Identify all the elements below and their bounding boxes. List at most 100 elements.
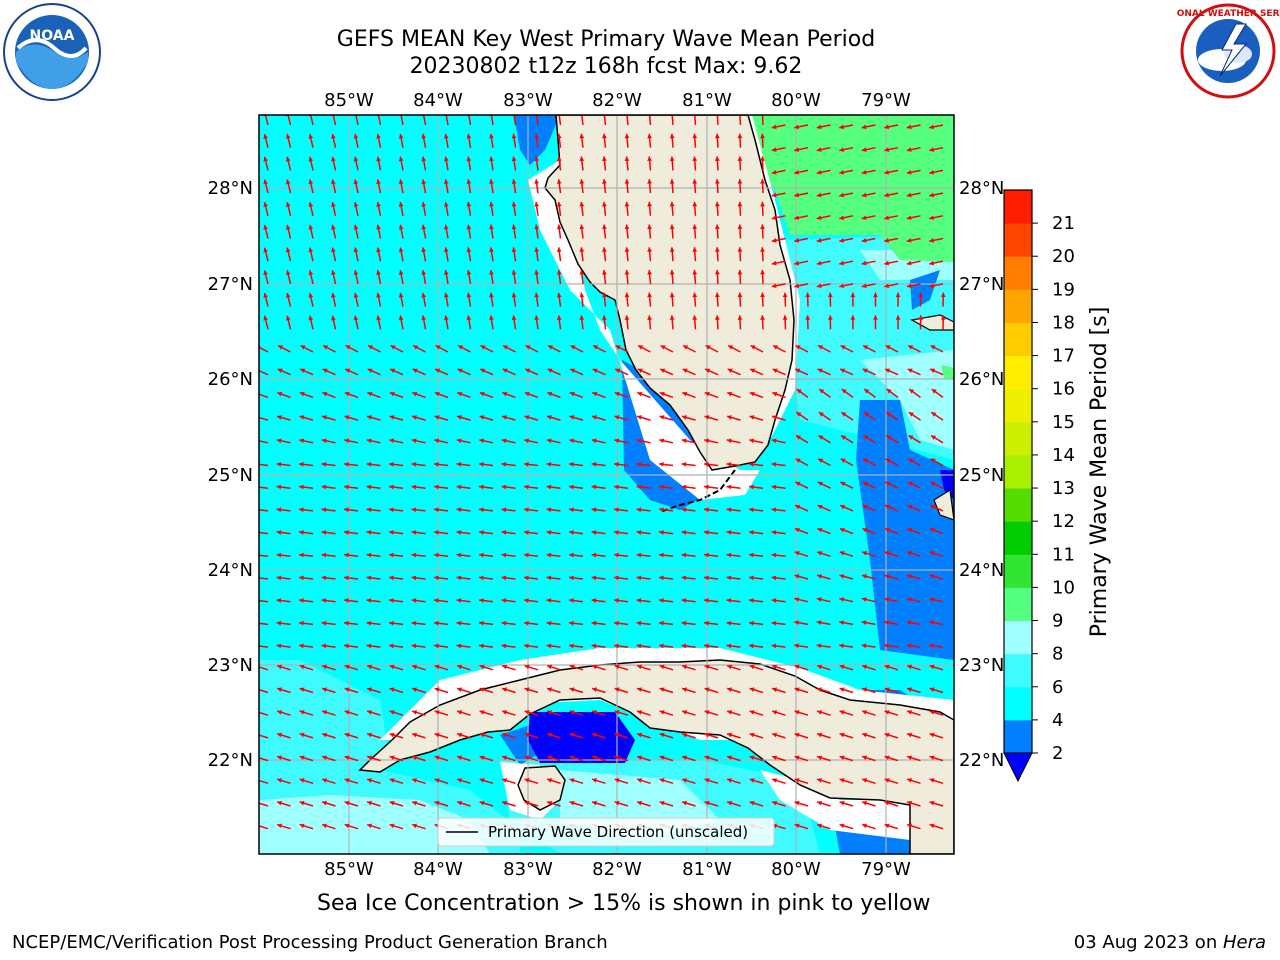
direction-arrow-head: [660, 368, 666, 374]
direction-arrow-head: [839, 755, 845, 761]
colorbar-tick-label: 20: [1052, 246, 1075, 267]
direction-arrow-head: [728, 345, 734, 350]
direction-arrow-head: [659, 461, 664, 467]
direction-arrow-head: [321, 575, 327, 581]
direction-arrow-head: [456, 530, 462, 535]
direction-arrow-head: [502, 391, 508, 397]
direction-arrow-shaft: [259, 779, 269, 785]
direction-arrow-head: [299, 643, 304, 649]
direction-arrow-head: [692, 247, 698, 252]
direction-arrow-head: [884, 124, 890, 130]
direction-arrow-head: [479, 598, 484, 603]
direction-arrow-head: [489, 156, 494, 162]
direction-arrow-head: [569, 620, 574, 626]
direction-arrow-head: [929, 574, 935, 579]
colorbar-tick-label: 16: [1052, 379, 1075, 400]
direction-arrow-head: [389, 687, 395, 692]
direction-arrow-head: [794, 260, 800, 266]
direction-arrow-head: [556, 156, 562, 162]
direction-arrow-head: [569, 438, 575, 444]
direction-arrow-head: [602, 269, 607, 275]
direction-arrow-head: [704, 552, 709, 558]
direction-arrow-head: [569, 530, 574, 535]
direction-arrow-head: [818, 435, 824, 440]
direction-arrow-head: [659, 710, 665, 715]
direction-arrow-head: [771, 283, 777, 289]
direction-arrow-head: [331, 315, 336, 321]
direction-arrow-head: [885, 458, 891, 463]
direction-arrow-head: [861, 169, 867, 175]
direction-arrow-head: [591, 552, 597, 558]
direction-arrow-head: [412, 415, 417, 420]
direction-arrow-shaft: [377, 115, 382, 126]
colorbar-segment: [1004, 653, 1032, 688]
direction-arrow-head: [659, 778, 665, 783]
direction-arrow-head: [906, 597, 912, 602]
direction-arrow-head: [285, 202, 291, 208]
direction-arrow-head: [704, 484, 709, 490]
direction-arrow-head: [794, 755, 800, 761]
direction-arrow-head: [546, 643, 552, 649]
direction-arrow-head: [602, 224, 607, 230]
direction-arrow-head: [681, 575, 687, 581]
svg-text:84°W: 84°W: [413, 859, 463, 880]
direction-arrow-head: [524, 391, 530, 397]
direction-arrow-head: [773, 345, 779, 350]
direction-arrow-shaft: [259, 393, 269, 399]
direction-arrow-head: [862, 551, 868, 556]
direction-arrow-head: [591, 461, 597, 467]
direction-arrow-head: [421, 156, 427, 162]
direction-arrow-head: [862, 778, 868, 783]
direction-arrow-head: [321, 484, 327, 490]
direction-arrow-head: [907, 732, 913, 738]
direction-arrow-head: [692, 315, 698, 320]
direction-arrow-head: [818, 458, 824, 463]
direction-arrow-head: [353, 270, 359, 276]
direction-arrow-head: [353, 134, 359, 139]
direction-arrow-head: [479, 484, 484, 490]
direction-arrow-head: [929, 527, 935, 533]
direction-arrow-head: [681, 438, 687, 444]
direction-arrow-shaft: [264, 115, 269, 126]
direction-arrow-shaft: [445, 115, 449, 126]
direction-arrow-head: [659, 552, 664, 558]
direction-arrow-head: [929, 192, 935, 198]
direction-arrow-head: [299, 507, 304, 513]
svg-text:24°N: 24°N: [959, 560, 1004, 581]
direction-arrow-head: [579, 201, 585, 207]
direction-arrow-head: [861, 124, 867, 130]
direction-arrow-head: [692, 156, 698, 161]
direction-arrow-head: [456, 620, 462, 626]
direction-arrow-head: [524, 800, 530, 806]
direction-arrow-head: [906, 283, 912, 289]
direction-arrow-head: [398, 133, 404, 139]
florida-land: [544, 115, 795, 471]
direction-arrow-head: [299, 732, 305, 738]
direction-arrow-head: [434, 438, 440, 444]
direction-arrow-head: [435, 345, 441, 350]
direction-arrow-head: [906, 124, 912, 130]
direction-arrow-head: [547, 664, 553, 670]
direction-arrow-head: [322, 800, 328, 806]
direction-arrow-shaft: [739, 115, 742, 126]
direction-arrow-head: [345, 345, 351, 350]
direction-arrow-head: [771, 598, 777, 603]
direction-arrow-head: [930, 504, 936, 510]
colorbar-tick-label: 12: [1052, 511, 1075, 532]
direction-arrow-head: [669, 156, 675, 162]
direction-arrow-head: [389, 484, 394, 490]
direction-arrow-head: [353, 202, 359, 207]
colorbar-segment: [1004, 355, 1032, 390]
direction-arrow-head: [546, 620, 552, 626]
direction-arrow-head: [884, 169, 890, 175]
direction-arrow-head: [366, 575, 372, 581]
direction-arrow-head: [796, 389, 802, 394]
direction-arrow-head: [929, 551, 935, 556]
direction-arrow-head: [659, 484, 664, 490]
direction-arrow-head: [525, 345, 531, 350]
direction-arrow-shaft: [716, 115, 719, 126]
direction-arrow-head: [501, 530, 507, 535]
direction-arrow-head: [704, 598, 709, 603]
direction-arrow-head: [321, 461, 327, 467]
direction-arrow-head: [714, 179, 720, 184]
